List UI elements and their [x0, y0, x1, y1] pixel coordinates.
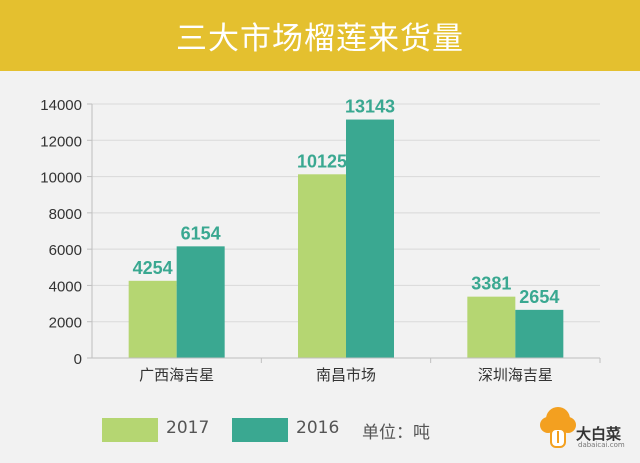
y-axis: 0 2000 4000 6000 8000 10000 12000 14000: [40, 97, 93, 368]
data-label: 4254: [133, 258, 173, 278]
data-label: 2654: [519, 287, 559, 307]
y-tick-label: 8000: [49, 206, 82, 223]
bar-2016-0: [176, 246, 225, 358]
legend-label-2017: 2017: [166, 418, 210, 438]
unit-label: 单位：吨: [362, 423, 430, 443]
y-tick-label: 14000: [40, 97, 82, 114]
bar-2017-0: [128, 280, 177, 358]
y-tick-label: 0: [74, 351, 82, 368]
y-tick-label: 6000: [49, 242, 82, 259]
x-tick-label: 深圳海吉星: [478, 366, 553, 384]
bar-2016-2: [515, 309, 564, 358]
legend-swatch-2016: [232, 418, 288, 442]
y-tick-label: 2000: [49, 315, 82, 332]
y-tick-label: 12000: [40, 133, 82, 150]
cabbage-icon: [540, 407, 576, 448]
data-label: 10125: [297, 151, 347, 171]
chart-title: 三大市场榴莲来货量: [176, 21, 464, 57]
legend: 2017 2016 单位：吨: [0, 408, 640, 448]
legend-label-2016: 2016: [296, 418, 340, 438]
y-tick-label: 10000: [40, 170, 82, 187]
data-label: 13143: [345, 97, 395, 117]
bar-2017-2: [467, 296, 516, 358]
title-banner: 三大市场榴莲来货量: [0, 0, 640, 71]
y-tick-label: 4000: [49, 278, 82, 295]
legend-swatch-2017: [102, 418, 158, 442]
x-axis: 广西海吉星 南昌市场 深圳海吉星: [92, 357, 601, 384]
bars: [128, 119, 564, 358]
data-label: 3381: [471, 274, 511, 294]
logo-subtext: dabaicai.com: [578, 441, 625, 449]
x-tick-label: 广西海吉星: [139, 366, 214, 384]
data-label: 6154: [181, 223, 221, 243]
bar-chart: 0 2000 4000 6000 8000 10000 12000 14000 4254 615…: [40, 97, 601, 384]
data-labels: 4254 6154 10125 13143 3381 2654: [133, 97, 560, 307]
x-tick-label: 南昌市场: [316, 366, 376, 384]
bar-2016-1: [346, 119, 394, 358]
bar-2017-1: [298, 174, 346, 358]
logo-text: 大白菜: [576, 425, 622, 443]
brand-logo: 大白菜 dabaicai.com: [538, 405, 628, 455]
